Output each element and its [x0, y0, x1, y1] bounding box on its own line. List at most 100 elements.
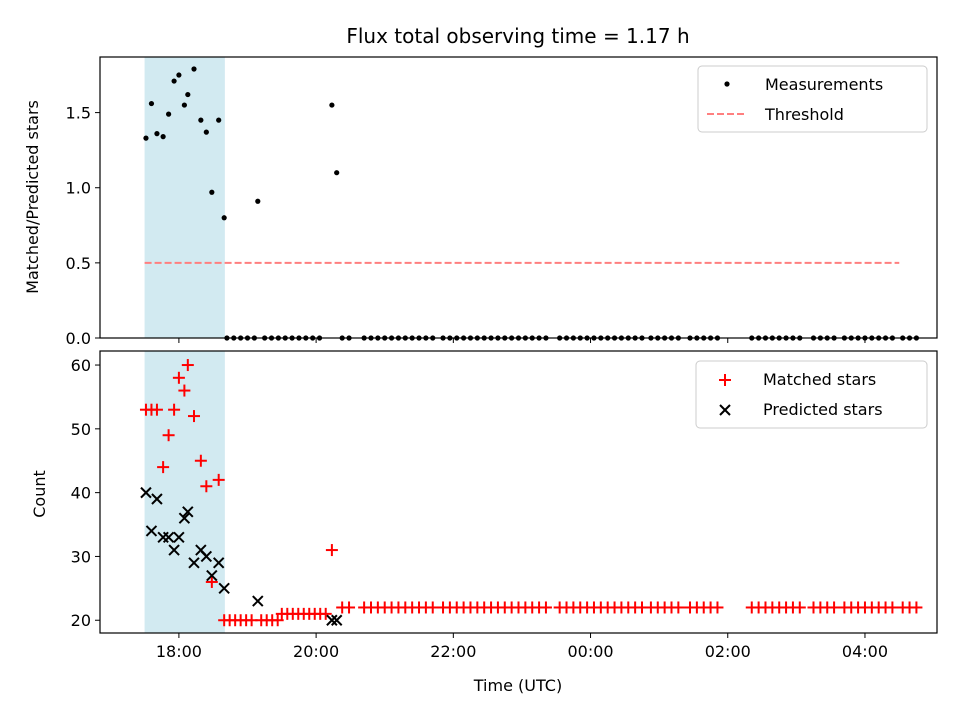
marker-stroke — [200, 550, 213, 563]
marker-stroke — [151, 493, 163, 505]
highlight-span — [144, 57, 225, 338]
data-point — [145, 525, 158, 537]
bottom-legend-box — [695, 360, 928, 429]
bottom-panel: 18:00 20:00 22:00 00:00 02:00 04:00 20 30 40 50 60… — [30, 350, 938, 695]
data-point — [212, 557, 225, 569]
legend-predicted-marker — [719, 404, 731, 416]
marker-stroke — [252, 595, 264, 607]
marker-stroke — [212, 557, 225, 569]
data-point — [319, 607, 332, 620]
marker-stroke — [173, 531, 185, 544]
data-point — [173, 531, 185, 544]
legend-matched-label: Matched stars — [763, 370, 876, 389]
data-point — [162, 531, 175, 544]
top-axes-frame — [99, 56, 938, 339]
chart-title: Flux total observing time = 1.17 h — [346, 24, 689, 48]
data-point — [157, 461, 170, 474]
data-point — [160, 134, 166, 140]
y-tick-label: 20 — [71, 611, 91, 630]
marker-stroke — [206, 569, 218, 582]
data-point — [181, 102, 187, 108]
data-point — [198, 117, 204, 123]
x-tick-label: 04:00 — [842, 642, 888, 661]
data-point — [539, 601, 552, 614]
data-point — [154, 131, 160, 137]
data-point — [182, 506, 194, 518]
data-point — [212, 473, 225, 486]
y-tick-label: 30 — [71, 547, 91, 566]
y-tick-label: 40 — [71, 484, 91, 503]
data-point — [325, 544, 338, 557]
top-axis-ticks: 0.0 0.5 1.0 1.5 — [66, 104, 866, 348]
data-point — [209, 189, 215, 195]
top-y-axis-label: Matched/Predicted stars — [23, 100, 42, 294]
marker-stroke — [162, 531, 175, 544]
data-point — [178, 384, 191, 397]
series-matched-stars-baseline-22- — [336, 601, 923, 614]
data-point — [221, 215, 227, 221]
data-point — [140, 486, 152, 499]
x-tick-label: 02:00 — [705, 642, 751, 661]
marker-stroke — [195, 544, 207, 556]
data-point — [334, 170, 340, 176]
bottom-y-axis-label: Count — [30, 470, 49, 518]
data-point — [206, 569, 218, 582]
data-point — [176, 72, 182, 78]
data-point — [672, 601, 685, 614]
y-tick-label: 0.5 — [66, 254, 91, 273]
data-point — [185, 91, 191, 98]
data-point — [711, 601, 724, 614]
y-tick-label: 0.0 — [66, 329, 91, 348]
marker-stroke — [182, 506, 194, 518]
data-point — [203, 129, 209, 135]
marker-stroke — [178, 512, 191, 524]
series-matched-stars-baseline-21- — [275, 607, 332, 620]
legend-threshold-label: Threshold — [764, 105, 844, 124]
data-point — [326, 614, 338, 626]
legend-measurements-marker — [724, 81, 730, 87]
x-axis-label: Time (UTC) — [473, 676, 562, 695]
top-legend: Measurements Threshold — [697, 65, 928, 133]
marker-stroke — [145, 525, 158, 537]
data-point — [178, 512, 191, 524]
data-point — [143, 135, 149, 141]
marker-stroke — [140, 486, 152, 499]
data-point — [205, 575, 218, 588]
legend-predicted-label: Predicted stars — [763, 400, 883, 419]
top-highlight-span-layer — [144, 57, 225, 338]
data-point — [188, 557, 200, 569]
data-point — [168, 403, 181, 416]
data-point — [168, 544, 180, 556]
marker-stroke — [330, 614, 343, 626]
x-tick-label: 20:00 — [293, 642, 339, 661]
top-panel: 0.0 0.5 1.0 1.5 Matched/Predicted stars Mea… — [23, 56, 938, 348]
data-point — [200, 480, 213, 493]
data-point — [187, 410, 200, 423]
top-legend-box — [697, 65, 928, 133]
data-point — [150, 403, 163, 416]
x-tick-label: 00:00 — [567, 642, 613, 661]
marker-stroke — [188, 557, 200, 569]
data-point — [343, 601, 356, 614]
marker-stroke — [218, 582, 230, 595]
data-point — [171, 78, 177, 84]
data-point — [151, 493, 163, 505]
data-point — [200, 550, 213, 563]
data-point — [329, 102, 335, 108]
data-point — [148, 100, 155, 107]
series-matched-stars — [139, 359, 338, 588]
data-point — [330, 614, 343, 626]
y-tick-label: 50 — [71, 420, 91, 439]
data-point — [194, 454, 207, 467]
legend-measurements-label: Measurements — [765, 75, 883, 94]
data-point — [886, 601, 899, 614]
y-tick-label: 60 — [71, 356, 91, 375]
y-tick-label: 1.0 — [66, 179, 91, 198]
data-point — [828, 601, 841, 614]
marker-stroke — [326, 614, 338, 626]
data-point — [191, 66, 197, 72]
y-tick-label: 1.5 — [66, 104, 91, 123]
data-point — [255, 198, 261, 204]
x-tick-label: 18:00 — [156, 642, 202, 661]
series-predicted-stars — [140, 486, 343, 626]
